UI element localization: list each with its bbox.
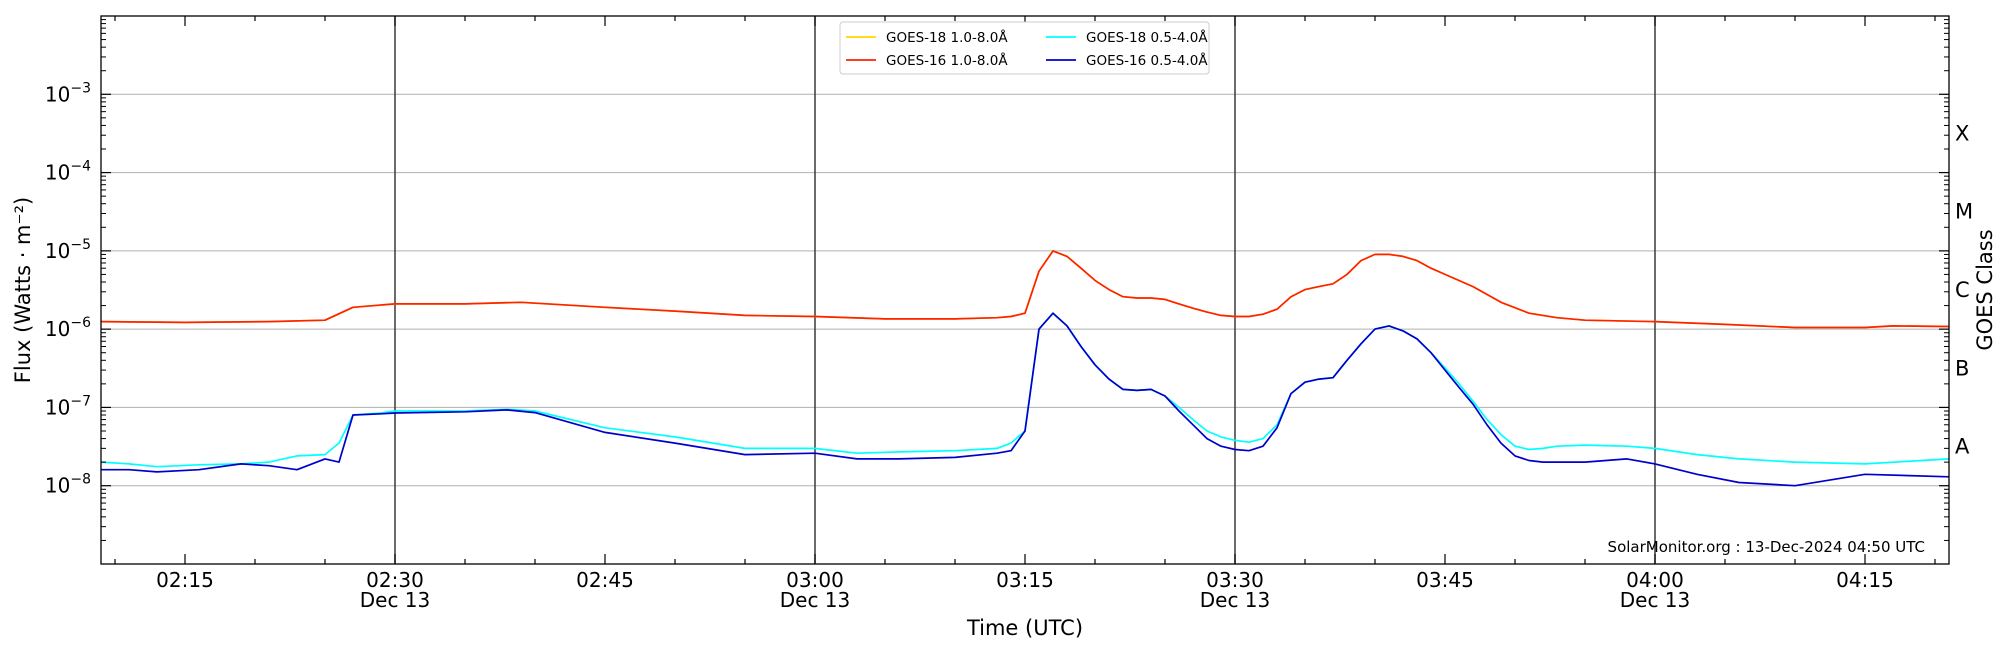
- x-tick-date-label: Dec 13: [1620, 588, 1691, 612]
- x-tick-date-label: Dec 13: [1200, 588, 1271, 612]
- vertical-marker-lines: [394, 16, 1656, 564]
- goes-class-label: C: [1955, 278, 1970, 302]
- legend: GOES-18 1.0-8.0Å GOES-18 0.5-4.0Å GOES-16 …: [839, 21, 1210, 75]
- y-tick-label: 10−5: [45, 237, 91, 263]
- goes-class-label: X: [1955, 121, 1969, 145]
- goes-class-label: B: [1955, 356, 1969, 380]
- y-tick-labels: 10−8 10−7 10−6 10−5 10−4 10−3: [45, 80, 91, 497]
- goes-class-label: M: [1955, 200, 1973, 224]
- x-axis-title: Time (UTC): [966, 616, 1083, 640]
- grid-layer: [101, 93, 1949, 487]
- legend-box: [839, 21, 1210, 75]
- legend-label: GOES-18 1.0-8.0Å: [886, 29, 1008, 46]
- y-axis-title: Flux (Watts · m⁻²): [11, 197, 35, 383]
- x-tick-label: 04:00: [1626, 568, 1684, 592]
- tick-layer: [101, 16, 1949, 564]
- y-tick-label: 10−6: [45, 315, 91, 341]
- x-tick-label: 02:15: [156, 568, 214, 592]
- goes-class-label: A: [1955, 435, 1970, 459]
- x-tick-label: 03:00: [786, 568, 844, 592]
- y-tick-label: 10−4: [45, 159, 91, 185]
- legend-label: GOES-18 0.5-4.0Å: [1086, 29, 1208, 46]
- x-tick-label: 03:15: [996, 568, 1054, 592]
- goes-class-labels: A B C M X: [1955, 121, 1973, 458]
- legend-label: GOES-16 1.0-8.0Å: [886, 52, 1008, 69]
- footer-credit: SolarMonitor.org : 13-Dec-2024 04:50 UTC: [1608, 538, 1925, 556]
- legend-items: GOES-18 1.0-8.0Å GOES-18 0.5-4.0Å GOES-16 …: [846, 29, 1208, 69]
- series-layer: [100, 250, 1950, 487]
- right-axis-title: GOES Class: [1973, 229, 1997, 350]
- y-tick-label: 10−8: [45, 472, 91, 498]
- series-line-2: [100, 312, 1950, 468]
- y-tick-label: 10−3: [45, 80, 91, 106]
- y-tick-label: 10−7: [45, 393, 91, 419]
- x-tick-date-label: Dec 13: [780, 588, 851, 612]
- x-tick-label: 03:45: [1416, 568, 1474, 592]
- x-tick-date-label: Dec 13: [360, 588, 431, 612]
- legend-label: GOES-16 0.5-4.0Å: [1086, 52, 1208, 69]
- x-tick-label: 02:45: [576, 568, 634, 592]
- x-tick-label: 02:30: [366, 568, 424, 592]
- series-line-3: [101, 312, 1950, 487]
- series-line-1: [100, 250, 1950, 329]
- x-tick-label: 03:30: [1206, 568, 1264, 592]
- x-tick-label: 04:15: [1836, 568, 1894, 592]
